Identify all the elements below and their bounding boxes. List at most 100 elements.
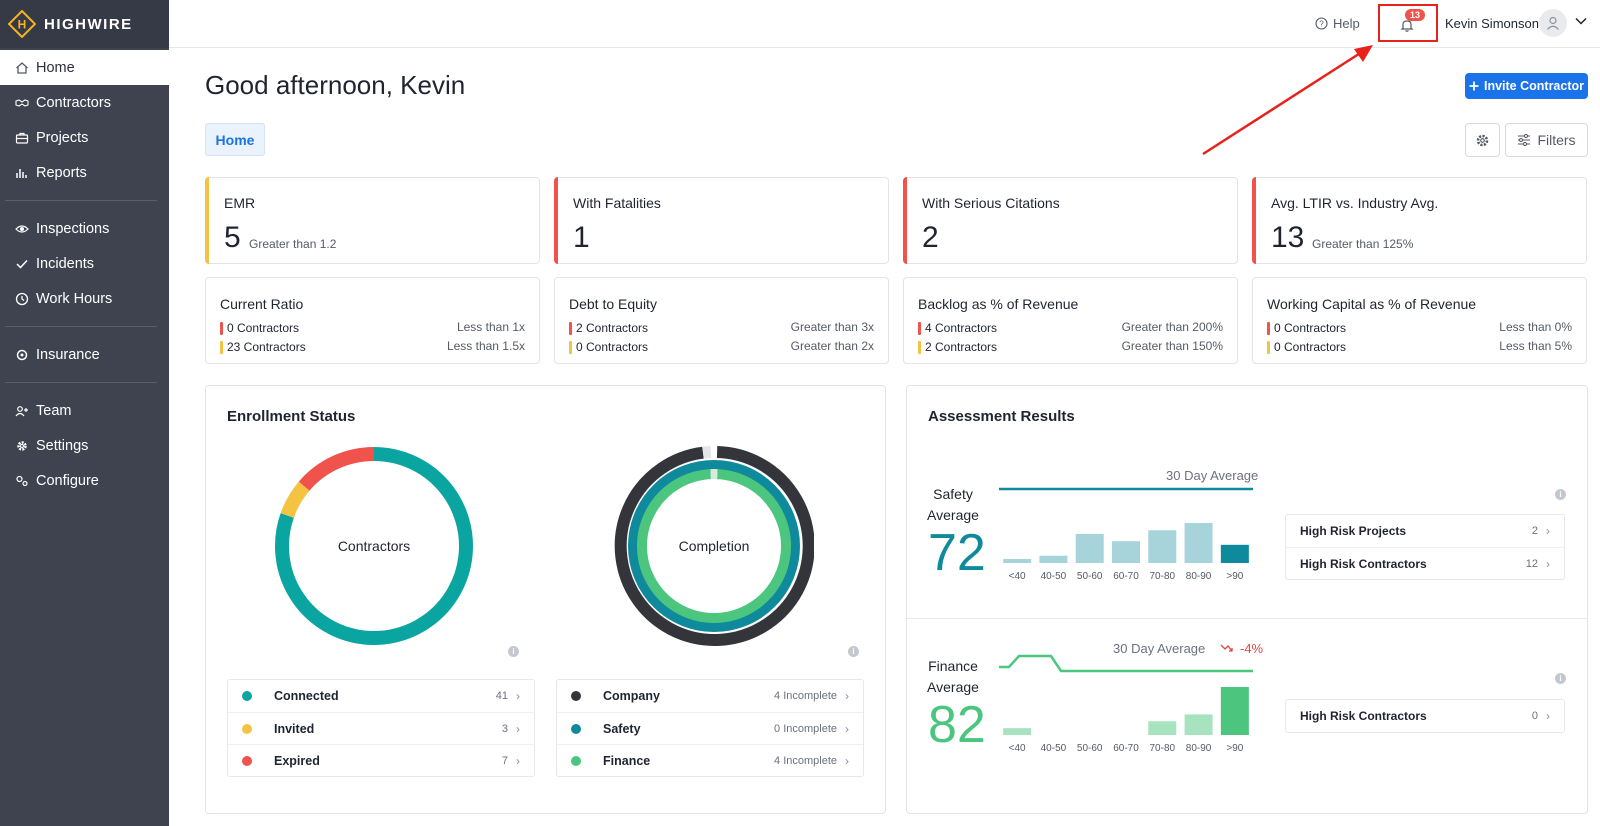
sidebar-divider (5, 200, 157, 201)
kpi-card-ltir[interactable]: Avg. LTIR vs. Industry Avg. 13 Greater t… (1252, 177, 1587, 264)
info-icon[interactable]: i (1555, 489, 1566, 500)
section-divider (907, 618, 1587, 619)
notifications-button[interactable]: 13 (1378, 4, 1438, 42)
risk-item-high-risk-contractors[interactable]: High Risk Contractors 12 › (1286, 547, 1564, 579)
finance-average-value: 82 (928, 696, 986, 754)
invite-contractor-button[interactable]: Invite Contractor (1465, 73, 1588, 99)
safety-bar (1039, 555, 1068, 563)
safety-tick-label: <40 (1009, 571, 1026, 582)
chevron-right-icon: › (1546, 556, 1550, 571)
legend-item-connected[interactable]: Connected 41 › (228, 680, 534, 712)
finance-tick-label: >90 (1226, 743, 1243, 754)
legend-item-invited[interactable]: Invited 3 › (228, 712, 534, 744)
legend-item-company[interactable]: Company 4 Incomplete › (557, 680, 863, 712)
avatar[interactable] (1539, 9, 1567, 37)
kpi-sub: Greater than 1.2 (249, 237, 337, 251)
risk-label: High Risk Projects (1300, 524, 1407, 538)
safety-tick-label: 80-90 (1186, 571, 1212, 582)
kpi-card-serious-citations[interactable]: With Serious Citations 2 (903, 177, 1238, 264)
info-icon[interactable]: i (508, 646, 519, 657)
metric-row: 0 Contractors Greater than 2x (569, 339, 874, 355)
kpi-card-emr[interactable]: EMR 5 Greater than 1.2 (205, 177, 540, 264)
metric-threshold: Less than 5% (1499, 339, 1572, 353)
finance-bar (1220, 687, 1249, 735)
risk-item-high-risk-projects[interactable]: High Risk Projects 2 › (1286, 515, 1564, 547)
legend-value: 4 Incomplete (774, 690, 837, 702)
help-label: Help (1333, 16, 1360, 31)
finance-trend: -4% (1240, 641, 1264, 656)
user-name[interactable]: Kevin Simonson (1445, 16, 1539, 31)
sidebar-item-team[interactable]: Team (0, 393, 169, 428)
sidebar-divider (5, 382, 157, 383)
metric-row: 0 Contractors Less than 5% (1267, 339, 1572, 355)
sidebar-item-contractors[interactable]: Contractors (0, 85, 169, 120)
sidebar-item-inspections[interactable]: Inspections (0, 211, 169, 246)
chevron-down-icon[interactable] (1575, 17, 1587, 25)
sidebar-item-label: Work Hours (36, 290, 113, 307)
metric-count: 2 Contractors (576, 321, 649, 335)
sidebar-item-incidents[interactable]: Incidents (0, 246, 169, 281)
metric-count: 2 Contractors (925, 340, 998, 354)
sidebar-item-label: Projects (36, 129, 89, 146)
legend-item-safety[interactable]: Safety 0 Incomplete › (557, 712, 863, 744)
panel-title: Enrollment Status (227, 408, 356, 425)
sidebar-item-reports[interactable]: Reports (0, 155, 169, 190)
metric-count: 4 Contractors (925, 321, 998, 335)
metric-count: 0 Contractors (576, 340, 649, 354)
donut-slice-invited (280, 481, 310, 518)
legend-item-finance[interactable]: Finance 4 Incomplete › (557, 744, 863, 776)
info-icon[interactable]: i (848, 646, 859, 657)
safety-tick-label: 60-70 (1113, 571, 1139, 582)
kpi-value: 13 (1271, 221, 1305, 254)
sidebar-item-configure[interactable]: Configure (0, 463, 169, 498)
finance-tick-label: 40-50 (1041, 743, 1067, 754)
legend-value: 4 Incomplete (774, 754, 837, 767)
tab-home[interactable]: Home (205, 123, 265, 156)
sidebar-item-label: Contractors (36, 94, 111, 111)
kpi-card-fatalities[interactable]: With Fatalities 1 (554, 177, 889, 264)
metric-row: 0 Contractors Less than 0% (1267, 320, 1572, 336)
metric-card-working-capital[interactable]: Working Capital as % of Revenue 0 Contra… (1252, 277, 1587, 364)
safety-label-line2: Average (927, 507, 979, 523)
risk-value: 2 (1531, 525, 1538, 537)
help-link[interactable]: ? Help (1315, 16, 1360, 31)
users-icon (15, 405, 28, 416)
chevron-right-icon: › (516, 753, 520, 768)
legend-dot (571, 691, 581, 701)
sidebar-item-work-hours[interactable]: Work Hours (0, 281, 169, 316)
risk-item-high-risk-contractors[interactable]: High Risk Contractors 0 › (1286, 700, 1564, 732)
chevron-right-icon: › (845, 721, 849, 736)
donut-slice-expired (298, 447, 375, 491)
metric-threshold: Less than 0% (1499, 320, 1572, 334)
kpi-accent (1252, 177, 1256, 264)
safety-caption: 30 Day Average (1166, 468, 1259, 483)
legend-item-expired[interactable]: Expired 7 › (228, 744, 534, 776)
metric-card-debt-to-equity[interactable]: Debt to Equity 2 Contractors Greater than… (554, 277, 889, 364)
safety-average-value: 72 (928, 524, 986, 582)
sidebar-item-label: Inspections (36, 220, 110, 237)
svg-text:H: H (18, 18, 27, 32)
sidebar-item-settings[interactable]: Settings (0, 428, 169, 463)
sidebar-item-home[interactable]: Home (0, 50, 169, 85)
legend-value: 41 (495, 690, 508, 702)
legend-label: Expired (274, 753, 320, 768)
metric-card-current-ratio[interactable]: Current Ratio 0 Contractors Less than 1x … (205, 277, 540, 364)
finance-bar-chart: <40 40-50 50-60 60-70 70-80 80-90 >90 (999, 654, 1253, 754)
sidebar-item-projects[interactable]: Projects (0, 120, 169, 155)
eye-icon (15, 224, 29, 233)
sidebar-item-insurance[interactable]: Insurance (0, 337, 169, 372)
filters-button[interactable]: Filters (1505, 123, 1588, 157)
sidebar-item-label: Insurance (36, 346, 100, 363)
status-marker (569, 321, 572, 335)
chevron-right-icon: › (1546, 524, 1550, 538)
legend-label: Invited (274, 721, 315, 736)
dashboard-settings-button[interactable] (1465, 123, 1500, 157)
logo[interactable]: H HIGHWIRE (0, 0, 169, 48)
metric-threshold: Greater than 2x (790, 339, 874, 353)
metric-card-backlog[interactable]: Backlog as % of Revenue 4 Contractors Gre… (903, 277, 1238, 364)
safety-bar (1220, 544, 1249, 563)
brand-name: HIGHWIRE (44, 15, 133, 33)
metric-count: 0 Contractors (1274, 340, 1347, 354)
info-icon[interactable]: i (1555, 673, 1566, 684)
legend-label: Company (603, 689, 660, 703)
